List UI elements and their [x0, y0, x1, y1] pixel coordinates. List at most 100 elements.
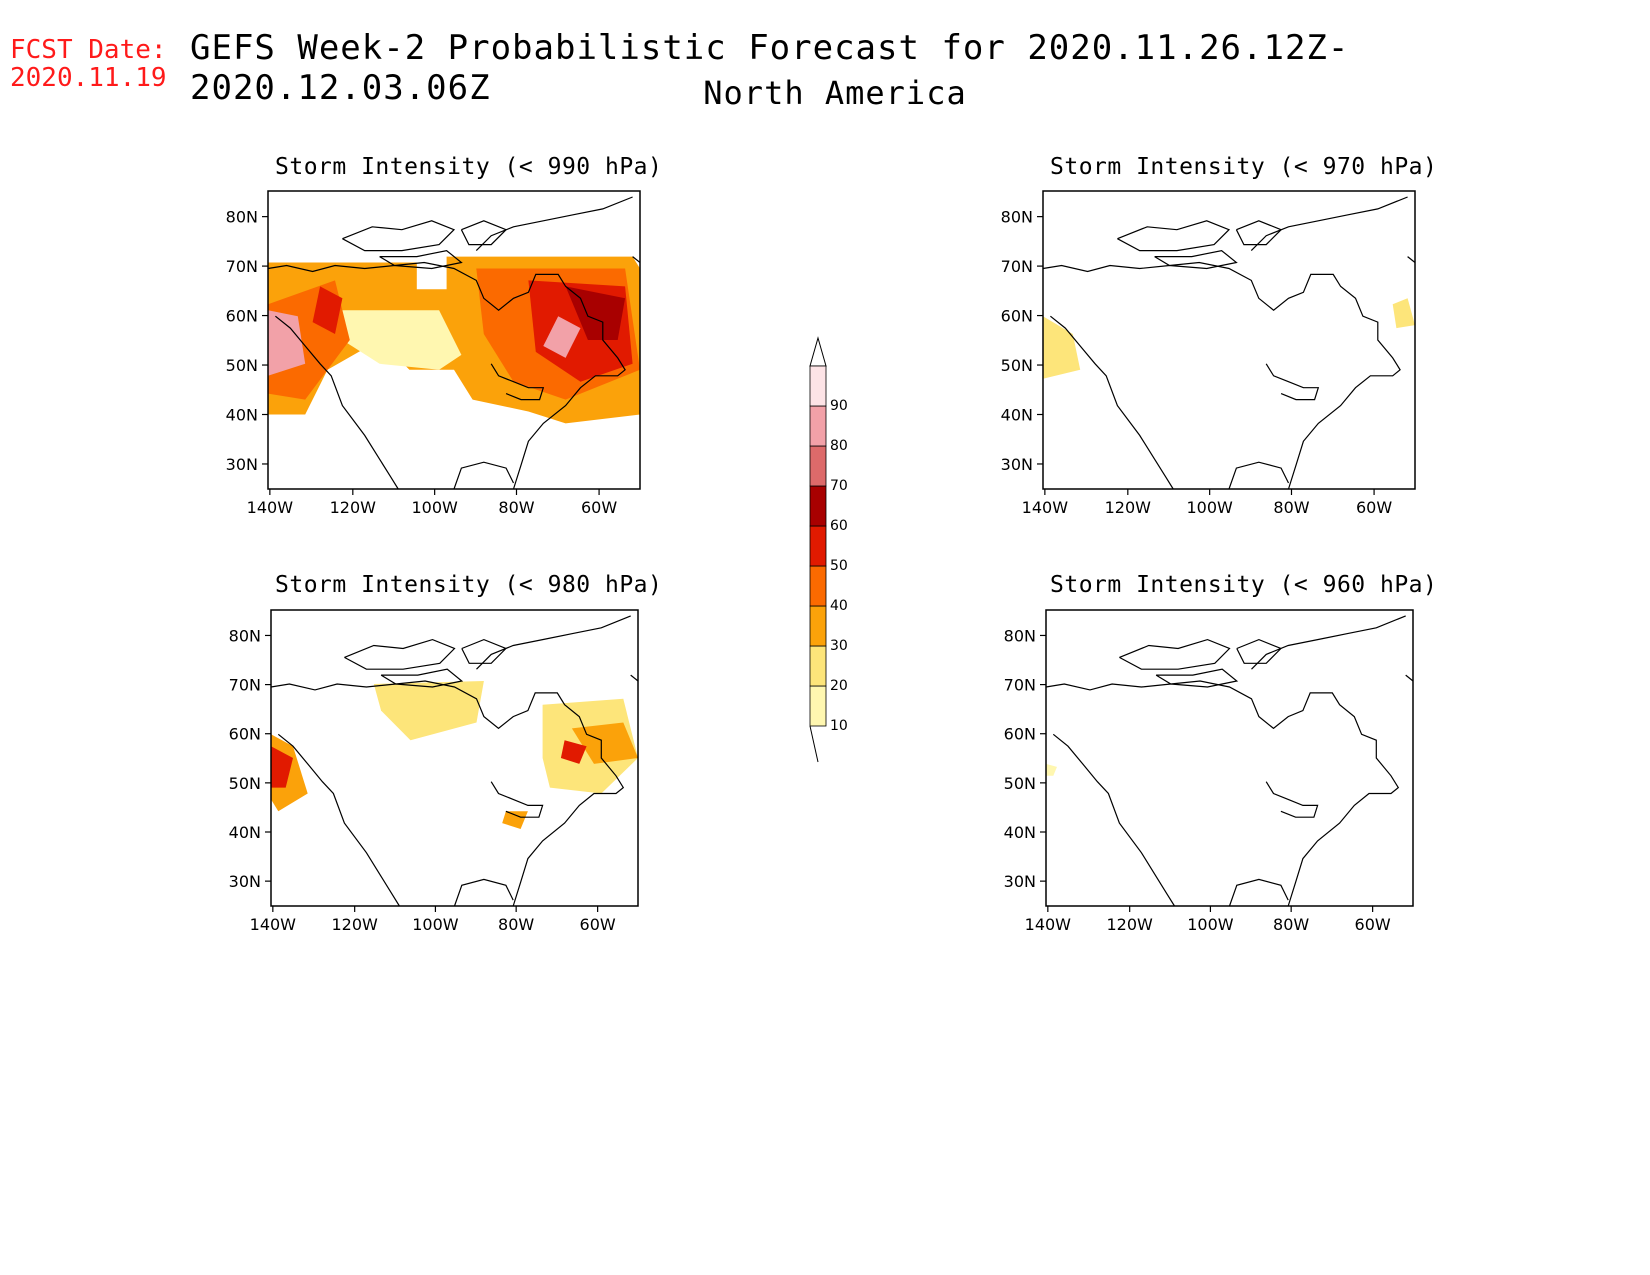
map-frame — [1042, 190, 1416, 490]
lon-tick-label: 80W — [498, 915, 534, 934]
fcst-date: 2020.11.19 — [10, 63, 167, 93]
coastline — [476, 615, 631, 670]
colorbar-label: 40 — [830, 598, 848, 614]
colorbar-label: 50 — [830, 558, 848, 574]
fcst-label: FCST Date: — [10, 35, 167, 65]
coastline — [275, 315, 399, 490]
lon-tick-label: 60W — [1356, 498, 1392, 517]
lon-tick-label: 100W — [1187, 915, 1234, 934]
colorbar-label: 10 — [830, 718, 848, 734]
lat-tick-label: 40N — [226, 406, 258, 425]
coastline — [1251, 615, 1406, 670]
coastline — [1228, 878, 1289, 907]
lon-tick-label: 140W — [1025, 915, 1072, 934]
island-outline — [1236, 638, 1282, 664]
lon-tick-label: 140W — [250, 915, 297, 934]
coastline — [490, 781, 544, 818]
coastline — [277, 733, 400, 907]
island-outline — [344, 638, 456, 670]
lon-tick-label: 100W — [411, 498, 458, 517]
map-frame — [267, 190, 641, 490]
lat-tick-label: 50N — [1001, 356, 1033, 375]
map-980: 80N 70N 60N 50N 40N 30N 140W 120W 100W 80W 60W — [229, 609, 639, 934]
colorbar-swatch — [809, 405, 827, 447]
page-subtitle: North America — [703, 74, 967, 112]
colorbar-label: 80 — [830, 438, 848, 454]
lat-tick-label: 30N — [1004, 872, 1036, 891]
lat-tick-label: 80N — [1001, 208, 1033, 227]
lat-tick-label: 30N — [229, 872, 261, 891]
fcst-date-label: FCST Date: 2020.11.19 — [10, 36, 167, 92]
colorbar-label: 70 — [830, 478, 848, 494]
lat-tick-label: 80N — [226, 208, 258, 227]
map-frame — [1045, 609, 1414, 907]
coastline — [267, 261, 626, 490]
map-frame — [270, 609, 639, 907]
lat-tick-label: 30N — [1001, 455, 1033, 474]
lat-tick-label: 80N — [1004, 626, 1036, 645]
lat-tick-label: 50N — [1004, 774, 1036, 793]
island-outline — [1235, 220, 1283, 246]
probability-area — [560, 740, 587, 764]
lat-tick-label: 30N — [226, 455, 258, 474]
panel-title-980: Storm Intensity (< 980 hPa) — [275, 572, 663, 598]
colorbar-swatch — [809, 605, 827, 647]
probability-area — [1046, 763, 1057, 776]
probability-area — [342, 310, 462, 370]
lat-tick-label: 50N — [226, 356, 258, 375]
coastline — [632, 256, 641, 263]
panel-title-970: Storm Intensity (< 970 hPa) — [1050, 154, 1438, 180]
lat-tick-label: 70N — [1004, 676, 1036, 695]
colorbar-label: 60 — [830, 518, 848, 534]
coastline — [1052, 733, 1176, 907]
colorbar-swatch — [809, 685, 827, 727]
lon-tick-label: 60W — [1355, 915, 1391, 934]
island-outline — [1155, 668, 1239, 688]
colorbar-bottom-cap — [809, 725, 819, 763]
panel-title-960: Storm Intensity (< 960 hPa) — [1050, 572, 1438, 598]
island-outline — [342, 220, 456, 252]
coastline — [1045, 680, 1400, 907]
island-outline — [1119, 638, 1231, 670]
map-960: 80N 70N 60N 50N 40N 30N 140W 120W 100W 80W 60W — [1004, 609, 1414, 934]
island-outline — [1117, 220, 1231, 252]
probability-area — [502, 811, 528, 829]
lat-tick-label: 70N — [229, 676, 261, 695]
lat-tick-label: 40N — [229, 823, 261, 842]
coastline — [630, 674, 639, 682]
map-990: 80N 70N 60N 50N 40N 30N 140W 120W 100W 80W 60W — [226, 190, 641, 517]
coastline — [1265, 781, 1319, 818]
colorbar-swatch — [809, 365, 827, 407]
lon-tick-label: 120W — [1105, 498, 1152, 517]
coastline — [1228, 461, 1290, 490]
lon-tick-label: 140W — [1022, 498, 1069, 517]
probability-area — [268, 310, 306, 376]
coastline — [490, 363, 545, 401]
lon-tick-label: 120W — [330, 498, 377, 517]
lat-tick-label: 80N — [229, 626, 261, 645]
page-title: GEFS Week-2 Probabilistic Forecast for 2… — [190, 28, 1350, 108]
lon-tick-label: 140W — [247, 498, 294, 517]
coastline — [453, 878, 514, 907]
island-outline — [379, 249, 463, 270]
probability-area — [312, 286, 343, 334]
coastline — [1405, 674, 1414, 682]
coastline — [1042, 261, 1401, 490]
probability-area — [543, 316, 581, 358]
lon-tick-label: 60W — [581, 498, 617, 517]
lat-tick-label: 60N — [229, 725, 261, 744]
colorbar-label: 30 — [830, 638, 848, 654]
coastline — [270, 680, 625, 907]
probability-area — [1043, 316, 1081, 379]
lon-tick-label: 80W — [1273, 915, 1309, 934]
lat-tick-label: 60N — [226, 307, 258, 326]
island-outline — [380, 668, 464, 688]
colorbar-swatch — [809, 645, 827, 687]
lon-tick-label: 80W — [1273, 498, 1309, 517]
coastline — [1407, 256, 1416, 263]
panel-title-990: Storm Intensity (< 990 hPa) — [275, 154, 663, 180]
probability-area — [1392, 298, 1415, 329]
lat-tick-label: 60N — [1004, 725, 1036, 744]
lon-tick-label: 120W — [1106, 915, 1153, 934]
